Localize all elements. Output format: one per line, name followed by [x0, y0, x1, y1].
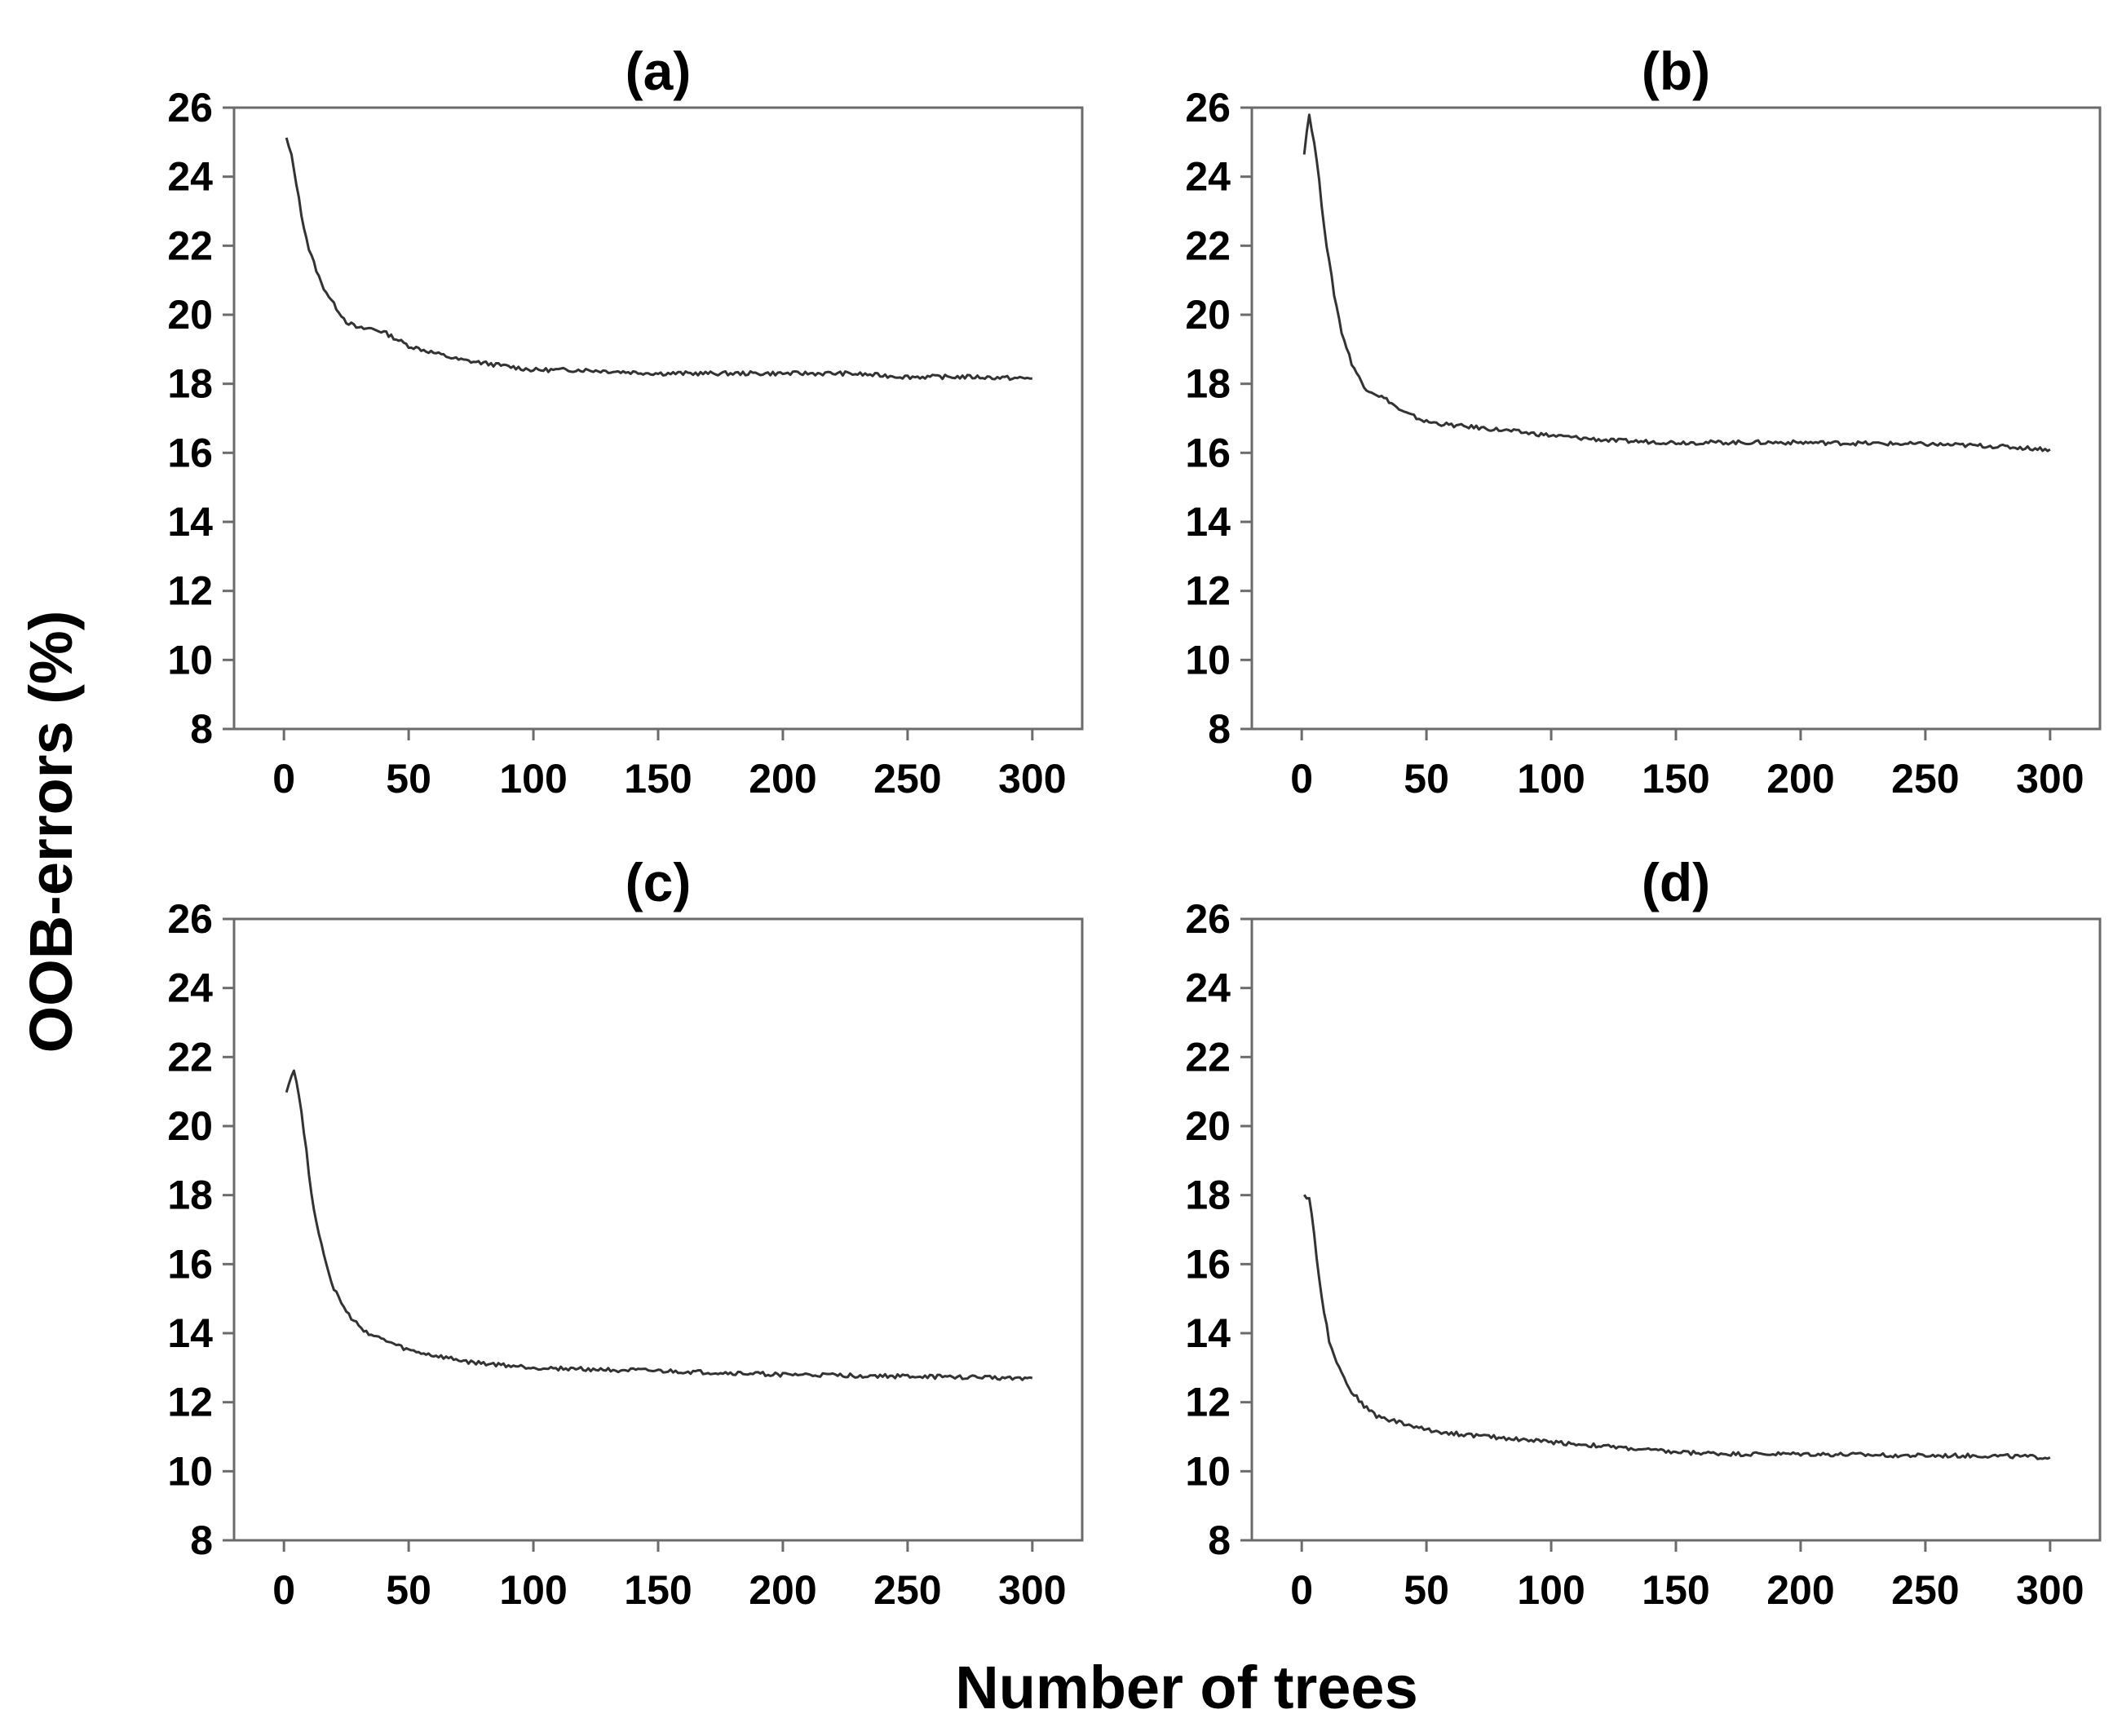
x-tick-label-b-250: 250 — [1891, 756, 1959, 802]
series-line-b — [1302, 113, 2051, 453]
x-tick-label-a-0: 0 — [272, 756, 295, 802]
x-tick-label-d-150: 150 — [1642, 1567, 1709, 1613]
x-tick-label-b-150: 150 — [1642, 756, 1709, 802]
y-tick-label-d-14: 14 — [1185, 1310, 1231, 1356]
plot-frame-c — [232, 917, 1084, 1542]
x-tick-label-d-0: 0 — [1290, 1567, 1313, 1613]
y-tick-label-c-16: 16 — [167, 1241, 213, 1287]
y-tick-label-d-8: 8 — [1208, 1517, 1231, 1563]
y-tick-label-d-20: 20 — [1185, 1103, 1231, 1149]
x-tick-label-c-300: 300 — [998, 1567, 1066, 1613]
y-tick-label-c-26: 26 — [167, 896, 213, 942]
plot-frame-b — [1250, 106, 2102, 731]
y-tick-label-d-24: 24 — [1185, 965, 1231, 1011]
x-tick-label-d-300: 300 — [2016, 1567, 2084, 1613]
x-tick-label-a-100: 100 — [499, 756, 567, 802]
y-tick-label-b-16: 16 — [1185, 430, 1231, 475]
x-tick-label-c-100: 100 — [499, 1567, 567, 1613]
y-tick-label-b-18: 18 — [1185, 361, 1231, 407]
x-tick-label-c-0: 0 — [272, 1567, 295, 1613]
y-tick-label-a-8: 8 — [190, 706, 213, 752]
y-tick-label-c-8: 8 — [190, 1517, 213, 1563]
x-tick-label-b-200: 200 — [1766, 756, 1834, 802]
x-tick-label-c-150: 150 — [624, 1567, 692, 1613]
y-tick-label-d-18: 18 — [1185, 1173, 1231, 1218]
x-tick-label-d-200: 200 — [1766, 1567, 1834, 1613]
x-tick-label-c-50: 50 — [386, 1567, 431, 1613]
x-tick-label-d-50: 50 — [1404, 1567, 1449, 1613]
y-tick-label-a-14: 14 — [167, 499, 213, 545]
y-tick-label-a-12: 12 — [167, 568, 213, 614]
y-tick-label-b-26: 26 — [1185, 85, 1231, 130]
y-tick-label-c-10: 10 — [167, 1448, 213, 1494]
y-tick-label-b-12: 12 — [1185, 568, 1231, 614]
y-tick-label-d-16: 16 — [1185, 1241, 1231, 1287]
x-tick-label-a-50: 50 — [386, 756, 431, 802]
x-tick-label-a-150: 150 — [624, 756, 692, 802]
x-tick-label-a-200: 200 — [749, 756, 816, 802]
y-tick-label-a-18: 18 — [167, 361, 213, 407]
y-tick-label-a-22: 22 — [167, 223, 213, 268]
x-tick-label-c-250: 250 — [873, 1567, 941, 1613]
y-tick-label-b-14: 14 — [1185, 499, 1231, 545]
x-tick-label-a-250: 250 — [873, 756, 941, 802]
y-tick-label-a-26: 26 — [167, 85, 213, 130]
plot-frame-a — [232, 106, 1084, 731]
y-tick-label-c-20: 20 — [167, 1103, 213, 1149]
x-tick-label-a-300: 300 — [998, 756, 1066, 802]
y-tick-label-c-14: 14 — [167, 1310, 213, 1356]
y-tick-label-c-22: 22 — [167, 1034, 213, 1080]
panel-c: (c) 8 10 12 14 16 18 20 22 24 26 0 50 100 150 200 250 300 — [167, 852, 1084, 1613]
x-tick-label-b-300: 300 — [2016, 756, 2084, 802]
panel-d: (d) 8 10 12 14 16 18 20 22 24 26 0 50 100 150 200 250 300 — [1185, 852, 2102, 1613]
y-tick-label-b-22: 22 — [1185, 223, 1231, 268]
y-tick-label-b-10: 10 — [1185, 637, 1231, 682]
y-tick-label-c-18: 18 — [167, 1173, 213, 1218]
y-tick-label-b-20: 20 — [1185, 292, 1231, 338]
x-tick-label-d-100: 100 — [1517, 1567, 1585, 1613]
plot-frame-d — [1250, 917, 2102, 1542]
y-tick-label-c-12: 12 — [167, 1380, 213, 1425]
series-line-d — [1302, 1194, 2051, 1460]
x-tick-label-b-0: 0 — [1290, 756, 1313, 802]
panel-title-b: (b) — [1642, 41, 1710, 101]
y-tick-label-d-12: 12 — [1185, 1380, 1231, 1425]
x-axis-title: Number of trees — [955, 1654, 1417, 1721]
y-tick-label-b-8: 8 — [1208, 706, 1231, 752]
y-tick-label-c-24: 24 — [167, 965, 213, 1011]
y-tick-label-a-24: 24 — [167, 154, 213, 200]
panel-title-a: (a) — [626, 41, 692, 101]
y-tick-label-a-10: 10 — [167, 637, 213, 682]
panel-title-c: (c) — [626, 852, 692, 912]
panel-a: (a) 8 10 12 14 16 18 20 22 24 26 0 50 100 150 200 250 300 — [167, 41, 1084, 802]
y-tick-label-d-22: 22 — [1185, 1034, 1231, 1080]
panel-b: (b) 8 10 12 14 16 18 20 22 24 26 0 50 100 150 200 250 300 — [1185, 41, 2102, 802]
panel-title-d: (d) — [1642, 852, 1710, 912]
y-tick-label-a-16: 16 — [167, 430, 213, 475]
x-tick-label-b-100: 100 — [1517, 756, 1585, 802]
y-tick-label-d-26: 26 — [1185, 896, 1231, 942]
series-line-a — [285, 137, 1032, 382]
y-tick-label-d-10: 10 — [1185, 1448, 1231, 1494]
x-tick-label-b-50: 50 — [1404, 756, 1449, 802]
x-tick-label-c-200: 200 — [749, 1567, 816, 1613]
y-tick-label-a-20: 20 — [167, 292, 213, 338]
x-tick-label-d-250: 250 — [1891, 1567, 1959, 1613]
series-line-c — [285, 1069, 1033, 1381]
y-tick-label-b-24: 24 — [1185, 154, 1231, 200]
y-axis-title: OOB-errors (%) — [17, 611, 85, 1054]
